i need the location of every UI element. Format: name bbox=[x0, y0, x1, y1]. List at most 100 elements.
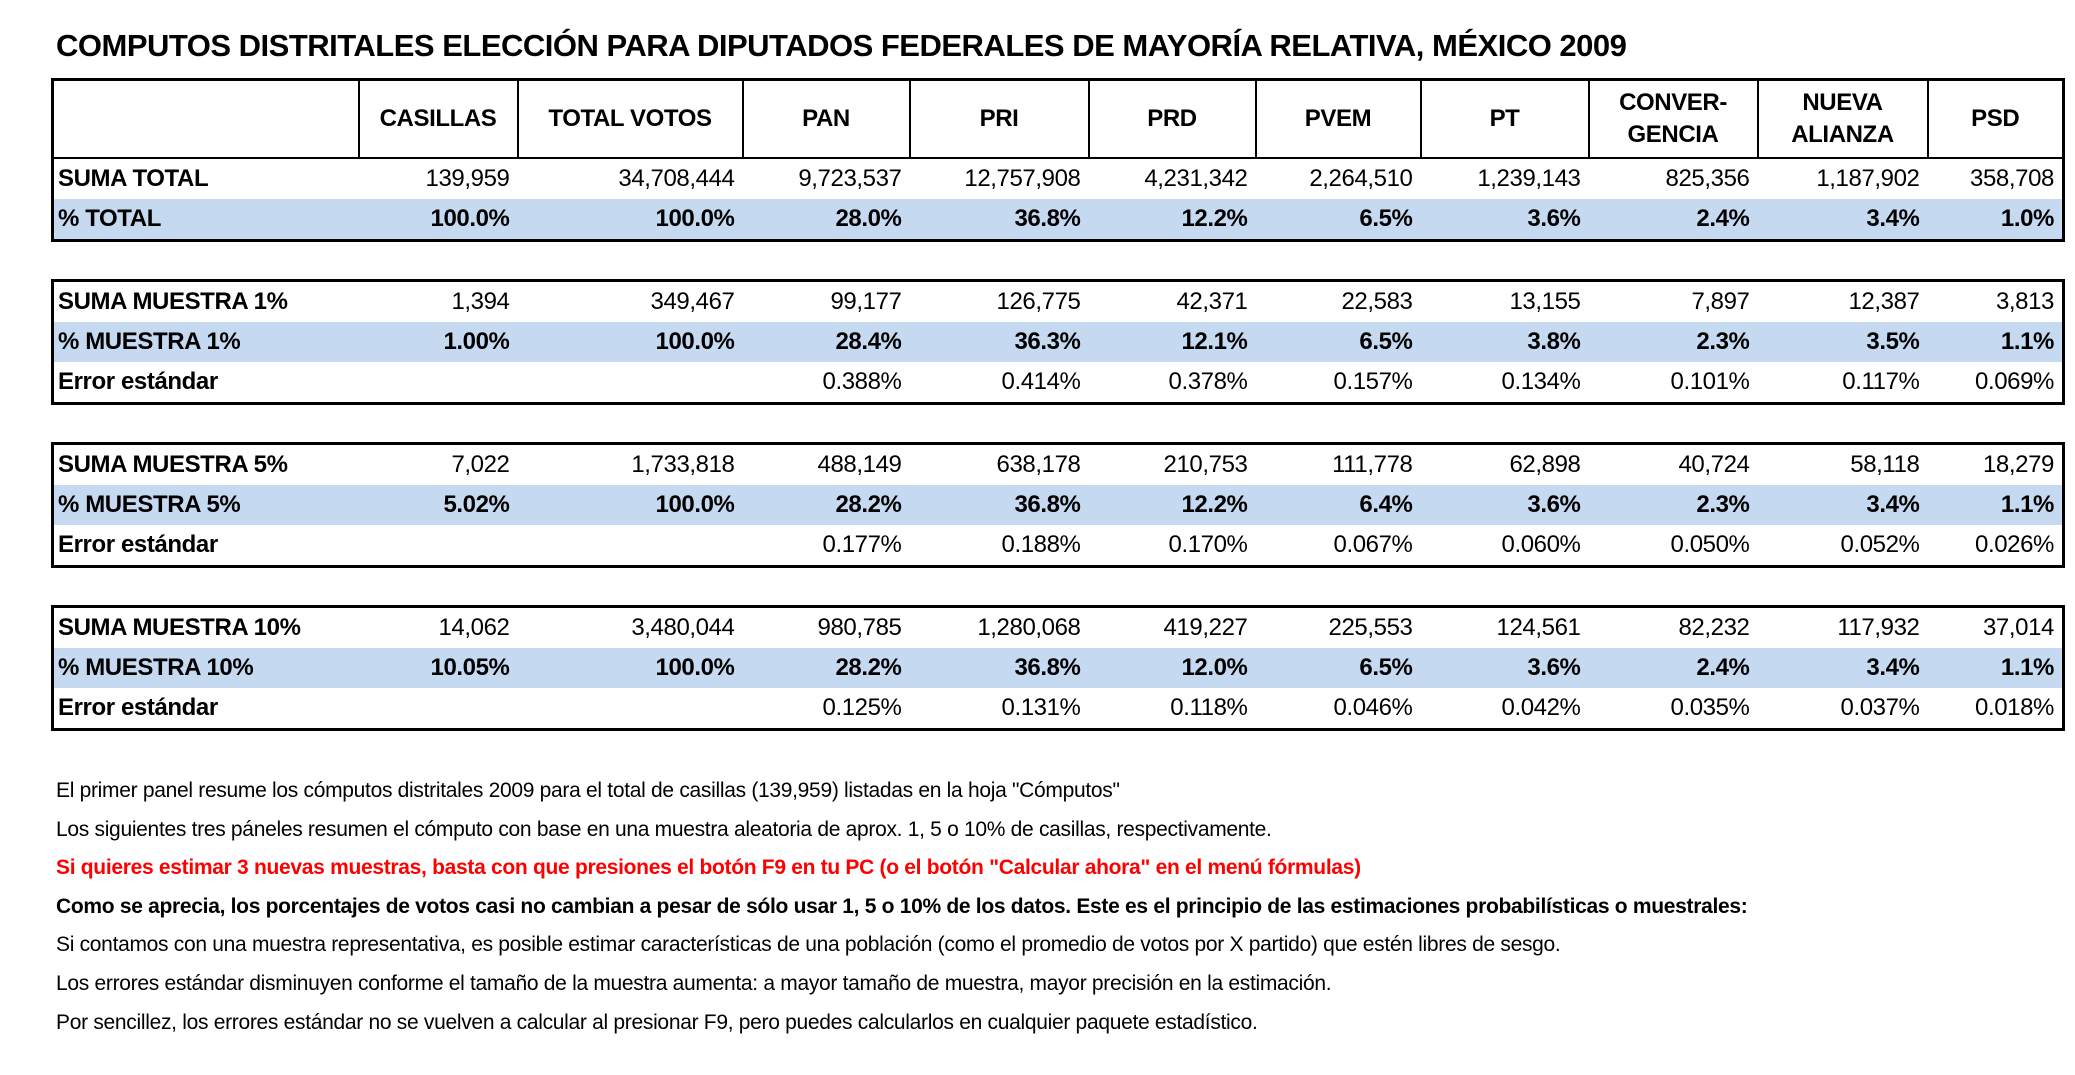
cell-value: 0.118% bbox=[1170, 694, 1248, 721]
cell-value: 12,387 bbox=[1848, 288, 1920, 315]
cell-value: 225,553 bbox=[1328, 614, 1413, 641]
cell-value: 980,785 bbox=[817, 614, 902, 641]
cell-value: 58,118 bbox=[1850, 451, 1920, 478]
table-row: Error estándar 0.388% 0.414% 0.378% 0.157% 0.… bbox=[53, 362, 2064, 404]
cell-value: 3.6% bbox=[1420, 199, 1589, 241]
cell-value: 7,897 bbox=[1691, 288, 1750, 315]
cell-value: 0.131% bbox=[1001, 694, 1081, 721]
cell-value: 10.05% bbox=[358, 648, 518, 688]
cell-value: 0.046% bbox=[1333, 694, 1413, 721]
cell-value: 0.388% bbox=[822, 368, 902, 395]
cell-value: 36.8% bbox=[909, 485, 1089, 525]
cell-value: 2.3% bbox=[1588, 485, 1758, 525]
cell-value: 6.5% bbox=[1255, 648, 1421, 688]
cell-value: 12,757,908 bbox=[964, 165, 1081, 192]
row-label: Error estándar bbox=[58, 368, 218, 395]
note-line: Como se aprecia, los porcentajes de voto… bbox=[56, 894, 1748, 918]
cell-value: 36.8% bbox=[909, 199, 1089, 241]
cell-value: 1.0% bbox=[1927, 199, 2064, 241]
cell-value: 2.4% bbox=[1588, 648, 1758, 688]
cell-value: 9,723,537 bbox=[798, 165, 902, 192]
note-line: Si quieres estimar 3 nuevas muestras, ba… bbox=[56, 856, 1361, 880]
cell-value bbox=[518, 362, 743, 404]
row-label: % MUESTRA 5% bbox=[52, 485, 359, 525]
table-row: % MUESTRA 10% 10.05% 100.0% 28.2% 36.8% 12.0%… bbox=[52, 648, 2064, 688]
column-header: CASILLAS bbox=[357, 79, 518, 159]
cell-value: 14,062 bbox=[438, 614, 510, 641]
cell-value: 28.0% bbox=[742, 199, 910, 241]
cell-value: 0.069% bbox=[1975, 368, 2054, 395]
cell-value: 3.8% bbox=[1420, 322, 1589, 362]
cell-value: 0.378% bbox=[1168, 368, 1248, 395]
cell-value: 22,583 bbox=[1341, 288, 1413, 315]
cell-value bbox=[518, 688, 743, 730]
row-label: % MUESTRA 10% bbox=[52, 648, 359, 688]
cell-value: 42,371 bbox=[1176, 288, 1248, 315]
note-line: Los errores estándar disminuyen conforme… bbox=[56, 971, 1332, 995]
cell-value: 5.02% bbox=[358, 485, 518, 525]
row-label: SUMA MUESTRA 5% bbox=[58, 451, 288, 478]
column-header: TOTAL VOTOS bbox=[516, 79, 743, 159]
column-header: CONVER- GENCIA bbox=[1587, 79, 1758, 159]
cell-value: 139,959 bbox=[425, 165, 510, 192]
notes: El primer panel resume los cómputos dist… bbox=[56, 772, 1748, 1042]
cell-value: 40,724 bbox=[1678, 451, 1750, 478]
cell-value: 419,227 bbox=[1163, 614, 1248, 641]
row-label: % TOTAL bbox=[52, 199, 359, 241]
note-line: El primer panel resume los cómputos dist… bbox=[56, 779, 1120, 802]
cell-value: 2.4% bbox=[1588, 199, 1758, 241]
cell-value: 124,561 bbox=[1496, 614, 1581, 641]
cell-value: 0.157% bbox=[1333, 368, 1413, 395]
cell-value: 0.170% bbox=[1168, 531, 1248, 558]
cell-value: 28.2% bbox=[742, 648, 910, 688]
cell-value: 7,022 bbox=[451, 451, 510, 478]
cell-value: 4,231,342 bbox=[1144, 165, 1248, 192]
cell-value: 13,155 bbox=[1509, 288, 1581, 315]
row-label: Error estándar bbox=[58, 531, 218, 558]
table-row: SUMA MUESTRA 10% 14,062 3,480,044 980,785 1,… bbox=[53, 607, 2064, 649]
cell-value: 0.035% bbox=[1670, 694, 1750, 721]
cell-value: 0.052% bbox=[1840, 531, 1920, 558]
table-row: % TOTAL 100.0% 100.0% 28.0% 36.8% 12.2% 6.5% 3.… bbox=[52, 199, 2064, 241]
note-line: Los siguientes tres páneles resumen el c… bbox=[56, 817, 1272, 841]
column-header: PAN bbox=[741, 79, 910, 159]
cell-value: 36.3% bbox=[909, 322, 1089, 362]
panel-3: SUMA MUESTRA 5% 7,022 1,733,818 488,149 638,… bbox=[51, 442, 2065, 568]
cell-value: 100.0% bbox=[358, 199, 518, 241]
cell-value: 6.5% bbox=[1255, 322, 1421, 362]
table-row: Error estándar 0.125% 0.131% 0.118% 0.046% 0.… bbox=[53, 688, 2064, 730]
cell-value: 0.188% bbox=[1001, 531, 1081, 558]
cell-value: 1,187,902 bbox=[1816, 165, 1920, 192]
cell-value: 3.6% bbox=[1420, 648, 1589, 688]
cell-value: 3.6% bbox=[1420, 485, 1589, 525]
cell-value: 1,733,818 bbox=[631, 451, 735, 478]
row-label: % MUESTRA 1% bbox=[52, 322, 359, 362]
cell-value: 0.042% bbox=[1501, 694, 1581, 721]
panel-4: SUMA MUESTRA 10% 14,062 3,480,044 980,785 1,… bbox=[51, 605, 2065, 731]
cell-value: 100.0% bbox=[517, 199, 743, 241]
cell-value: 638,178 bbox=[996, 451, 1081, 478]
cell-value bbox=[359, 688, 518, 730]
cell-value: 28.2% bbox=[742, 485, 910, 525]
row-label: SUMA MUESTRA 10% bbox=[58, 614, 301, 641]
cell-value: 6.5% bbox=[1255, 199, 1421, 241]
cell-value: 0.117% bbox=[1842, 368, 1920, 395]
cell-value: 1.1% bbox=[1927, 485, 2064, 525]
cell-value: 0.060% bbox=[1501, 531, 1581, 558]
column-header: PSD bbox=[1926, 79, 2064, 159]
cell-value: 349,467 bbox=[650, 288, 735, 315]
cell-value: 62,898 bbox=[1509, 451, 1581, 478]
cell-value: 100.0% bbox=[517, 485, 743, 525]
table-row: SUMA TOTAL 139,959 34,708,444 9,723,537 12,7… bbox=[53, 158, 2064, 199]
cell-value: 0.050% bbox=[1670, 531, 1750, 558]
column-header: PRI bbox=[908, 79, 1089, 159]
cell-value: 34,708,444 bbox=[618, 165, 735, 192]
cell-value bbox=[359, 362, 518, 404]
cell-value: 12.1% bbox=[1088, 322, 1256, 362]
cell-value: 12.2% bbox=[1088, 199, 1256, 241]
cell-value: 3.5% bbox=[1757, 322, 1928, 362]
column-header bbox=[52, 79, 359, 159]
cell-value: 0.037% bbox=[1840, 694, 1920, 721]
header-row: CASILLAS TOTAL VOTOS PAN PRI PRD PVEM PT CONVER… bbox=[52, 79, 2064, 159]
cell-value: 1,239,143 bbox=[1477, 165, 1581, 192]
